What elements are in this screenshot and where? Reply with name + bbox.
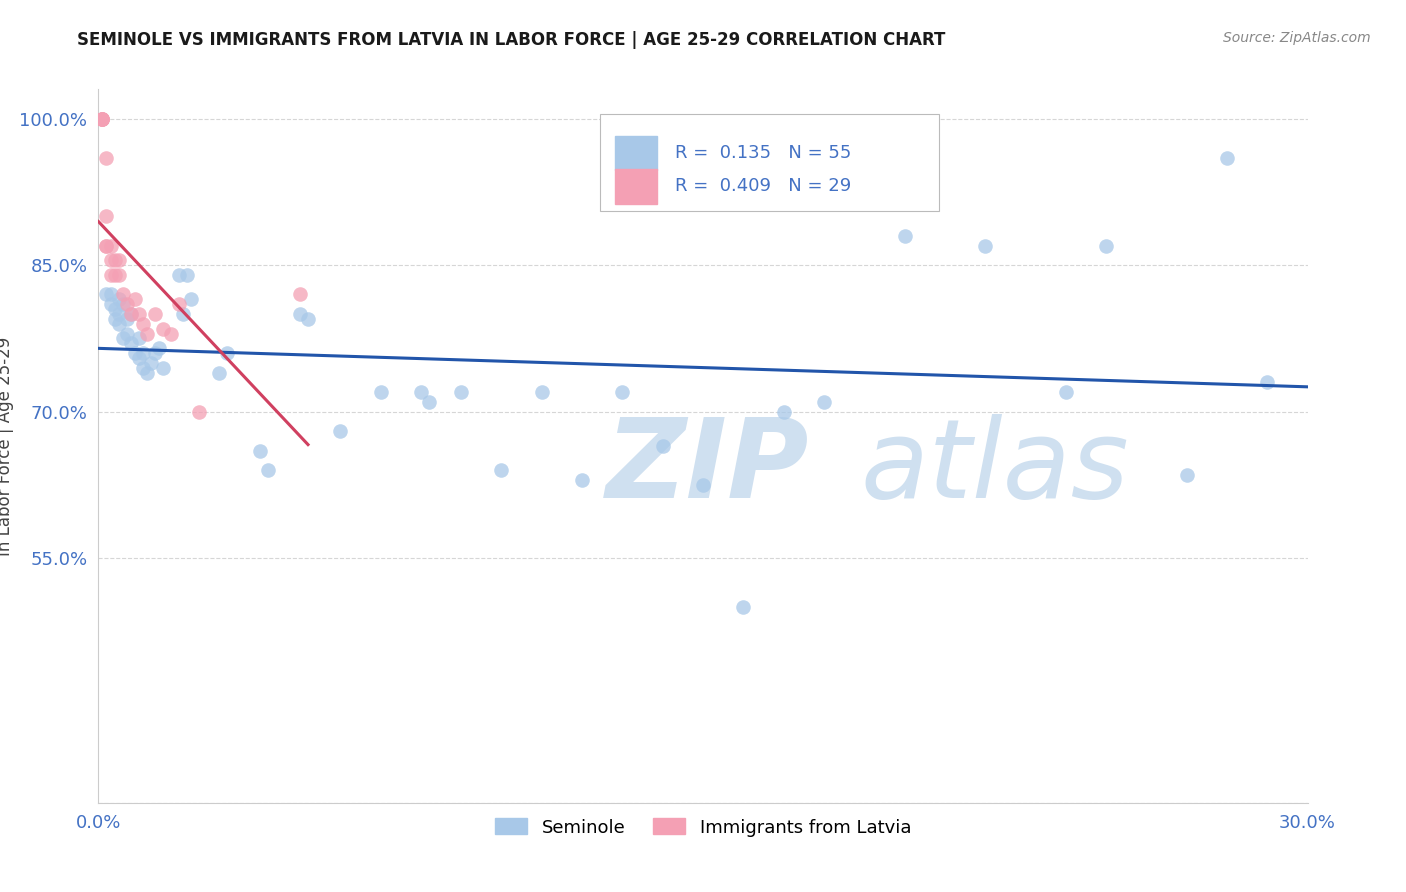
Point <box>91 112 114 126</box>
Point <box>107 317 129 331</box>
Point <box>91 112 114 126</box>
Point <box>893 228 915 243</box>
Point <box>91 112 114 126</box>
Point <box>148 341 170 355</box>
Point <box>491 463 513 477</box>
Text: R =  0.135   N = 55: R = 0.135 N = 55 <box>675 144 852 161</box>
Point <box>249 443 271 458</box>
Point <box>120 307 142 321</box>
Point <box>128 331 150 345</box>
Point <box>288 287 311 301</box>
Point <box>256 463 278 477</box>
Point <box>160 326 183 341</box>
Point <box>651 439 673 453</box>
Point <box>128 307 150 321</box>
Point <box>974 238 997 252</box>
Point <box>167 268 190 282</box>
Point <box>103 253 125 268</box>
Point <box>111 297 134 311</box>
Point <box>115 326 138 341</box>
Point <box>96 287 118 301</box>
Point <box>124 346 146 360</box>
Point <box>100 268 122 282</box>
Point <box>409 385 432 400</box>
Point <box>152 360 174 375</box>
Point <box>100 238 122 252</box>
Point <box>571 473 593 487</box>
Point <box>180 293 202 307</box>
Point <box>107 293 129 307</box>
Point <box>1175 468 1198 483</box>
Point <box>103 312 125 326</box>
Point <box>120 307 142 321</box>
Legend: Seminole, Immigrants from Latvia: Seminole, Immigrants from Latvia <box>488 811 918 844</box>
Point <box>103 268 125 282</box>
Point <box>530 385 553 400</box>
Point <box>288 307 311 321</box>
Point <box>1054 385 1077 400</box>
Point <box>217 346 239 360</box>
Text: atlas: atlas <box>860 414 1129 521</box>
Point <box>1256 376 1278 390</box>
Point <box>100 287 122 301</box>
Text: R =  0.409   N = 29: R = 0.409 N = 29 <box>675 178 852 195</box>
Point <box>132 317 155 331</box>
Point <box>132 360 155 375</box>
Point <box>120 336 142 351</box>
Point <box>135 326 157 341</box>
Point <box>96 238 118 252</box>
Point <box>297 312 319 326</box>
Point <box>172 307 194 321</box>
Point <box>124 293 146 307</box>
Point <box>772 405 794 419</box>
Point <box>132 346 155 360</box>
Point <box>128 351 150 365</box>
Point <box>96 238 118 252</box>
Point <box>96 151 118 165</box>
Point <box>115 297 138 311</box>
Point <box>91 112 114 126</box>
Point <box>176 268 198 282</box>
Point <box>107 268 129 282</box>
Point <box>96 209 118 223</box>
Point <box>733 600 755 615</box>
Point <box>100 253 122 268</box>
Point <box>329 425 352 439</box>
Point <box>370 385 392 400</box>
Point <box>208 366 231 380</box>
Point <box>188 405 211 419</box>
FancyBboxPatch shape <box>600 114 939 211</box>
Point <box>692 478 714 492</box>
Point <box>115 312 138 326</box>
Point <box>139 356 162 370</box>
Text: SEMINOLE VS IMMIGRANTS FROM LATVIA IN LABOR FORCE | AGE 25-29 CORRELATION CHART: SEMINOLE VS IMMIGRANTS FROM LATVIA IN LA… <box>77 31 946 49</box>
Point <box>91 112 114 126</box>
Point <box>143 307 166 321</box>
Point <box>1216 151 1239 165</box>
Point <box>450 385 472 400</box>
Point <box>107 253 129 268</box>
Point <box>135 366 157 380</box>
Point <box>1095 238 1118 252</box>
FancyBboxPatch shape <box>614 169 657 203</box>
Point <box>152 321 174 335</box>
Point <box>103 302 125 317</box>
Point <box>107 307 129 321</box>
Y-axis label: In Labor Force | Age 25-29: In Labor Force | Age 25-29 <box>0 336 14 556</box>
Point <box>418 395 440 409</box>
Text: ZIP: ZIP <box>606 414 810 521</box>
Point <box>111 287 134 301</box>
Point <box>813 395 835 409</box>
Text: Source: ZipAtlas.com: Source: ZipAtlas.com <box>1223 31 1371 45</box>
Point <box>143 346 166 360</box>
Point <box>100 297 122 311</box>
Point <box>612 385 634 400</box>
FancyBboxPatch shape <box>614 136 657 169</box>
Point <box>167 297 190 311</box>
Point <box>111 331 134 345</box>
